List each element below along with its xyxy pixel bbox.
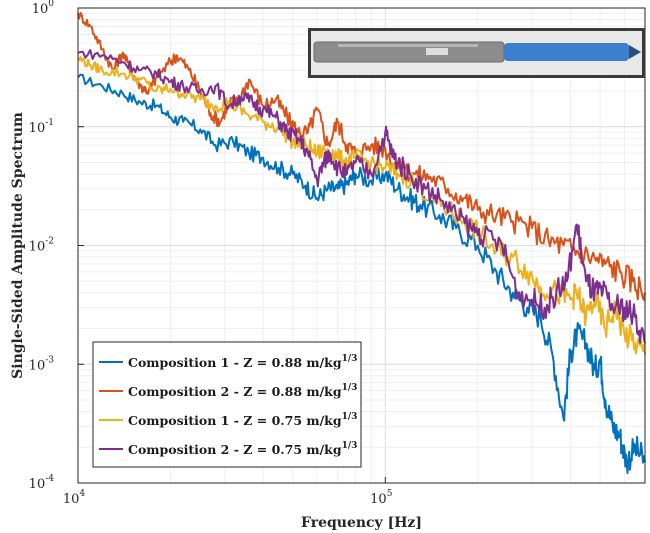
legend-box	[92, 341, 362, 468]
y-tick-label: 10-3	[29, 355, 55, 373]
x-tick-label: 104	[63, 489, 86, 507]
legend-entry-label: Composition 1 - Z = 0.88 m/kg	[128, 355, 342, 370]
legend-entry: Composition 1 - Z = 0.75 m/kg1/3	[128, 412, 357, 428]
series-group	[77, 11, 646, 475]
y-tick-label-exponent: -3	[45, 355, 54, 365]
inset-photo	[308, 28, 645, 78]
probe-highlight	[338, 44, 478, 47]
x-tick-label-base: 10	[370, 492, 387, 507]
x-axis-title: Frequency [Hz]	[301, 515, 422, 531]
legend-entry-superscript: 1/3	[342, 412, 358, 422]
legend: Composition 1 - Z = 0.88 m/kg1/3Composit…	[92, 341, 362, 468]
x-tick-label: 105	[370, 489, 393, 507]
legend-entry-superscript: 1/3	[342, 383, 358, 393]
legend-entry: Composition 1 - Z = 0.88 m/kg1/3	[128, 354, 357, 370]
y-tick-label-base: 10	[29, 240, 46, 255]
y-tick-label-exponent: -2	[45, 237, 54, 247]
probe-point-icon	[629, 45, 641, 59]
y-tick-label: 10-2	[29, 237, 54, 255]
y-tick-label: 10-1	[29, 118, 54, 136]
y-tick-label-base: 10	[29, 121, 46, 136]
y-tick-label: 100	[32, 0, 55, 17]
y-tick-label-exponent: 0	[48, 0, 54, 9]
probe-tip-icon	[504, 43, 629, 61]
legend-entry-label: Composition 2 - Z = 0.75 m/kg	[128, 442, 342, 457]
y-axis-title: Single-Sided Amplitude Spectrum	[10, 112, 26, 379]
legend-entry-label: Composition 2 - Z = 0.88 m/kg	[128, 384, 342, 399]
legend-entry: Composition 2 - Z = 0.75 m/kg1/3	[128, 441, 357, 457]
legend-entry-superscript: 1/3	[342, 354, 358, 364]
series-line-composition-1-z075	[77, 56, 646, 355]
legend-entry-superscript: 1/3	[342, 441, 358, 451]
x-tick-label-exponent: 5	[387, 489, 393, 499]
y-tick-label-base: 10	[29, 477, 46, 492]
series-line-composition-1-z088	[77, 73, 646, 475]
x-tick-label-base: 10	[63, 492, 80, 507]
series-line-composition-2-z075	[77, 49, 646, 344]
x-tick-label-exponent: 4	[79, 489, 85, 499]
y-tick-label-exponent: -1	[45, 118, 54, 128]
y-tick-label: 10-4	[29, 474, 55, 492]
legend-entry: Composition 2 - Z = 0.88 m/kg1/3	[128, 383, 357, 399]
probe-label-sticker	[426, 48, 448, 55]
y-tick-label-base: 10	[32, 2, 49, 17]
y-tick-label-exponent: -4	[45, 474, 54, 484]
y-tick-label-base: 10	[29, 358, 46, 373]
legend-entry-label: Composition 1 - Z = 0.75 m/kg	[128, 413, 342, 428]
